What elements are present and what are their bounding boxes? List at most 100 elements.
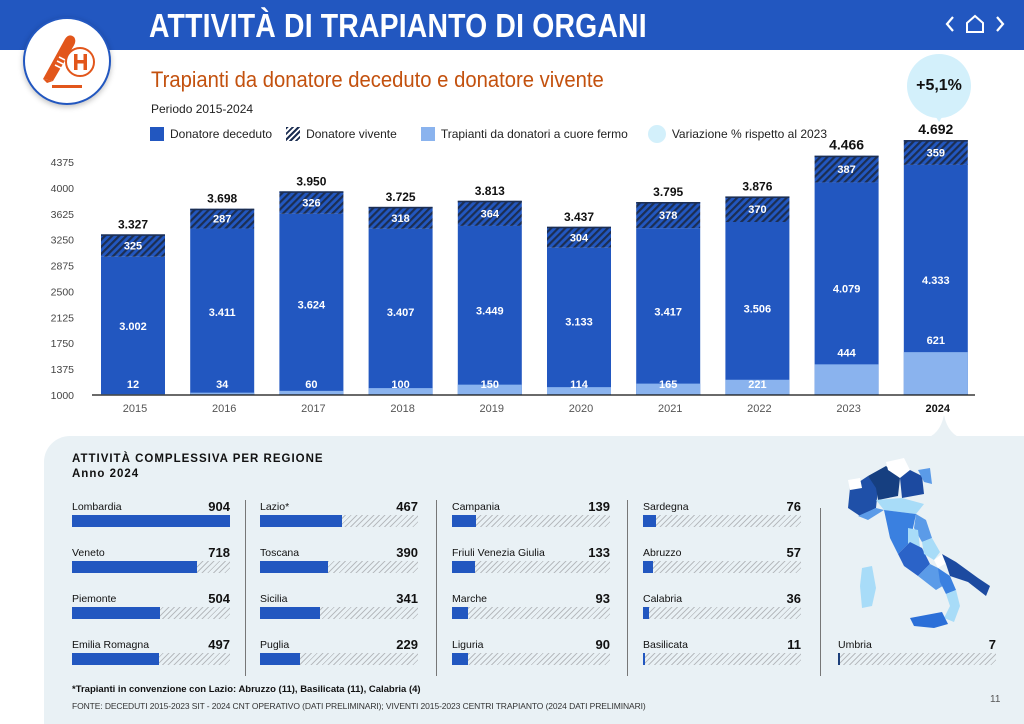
chart-legend: Donatore deceduto Donatore vivente Trapi…	[150, 125, 841, 143]
bar-living	[725, 196, 790, 222]
map-region-lombardia	[868, 466, 900, 500]
living-label: 359	[927, 148, 945, 160]
region-bar-fill	[260, 515, 342, 527]
y-axis: 1000 1375 1750 2125 2500 2875 3250 3625 4000 4375	[51, 157, 75, 402]
y-tick-label: 4375	[51, 157, 75, 169]
region-value: 76	[786, 499, 801, 514]
bar-living	[101, 234, 165, 257]
region-bar-track	[72, 653, 230, 665]
living-label: 364	[481, 208, 500, 220]
deceased-label: 3.407	[387, 307, 415, 319]
region-value: 7	[988, 637, 996, 652]
deceased-label: 3.411	[209, 307, 236, 319]
x-tick-label: 2015	[123, 403, 147, 415]
bar-dcd	[814, 364, 879, 395]
region-item: Lombardia 904	[72, 499, 230, 531]
bar-living-edge	[279, 191, 344, 193]
bar-dcd	[457, 384, 522, 395]
region-value: 497	[208, 637, 230, 652]
region-value: 90	[595, 637, 610, 652]
region-bar-track	[72, 515, 230, 527]
legend-label: Trapianti da donatori a cuore fermo	[440, 127, 628, 141]
bar-living	[636, 202, 701, 229]
legend-item-living: Donatore vivente	[286, 127, 397, 141]
x-tick-label: 2016	[212, 403, 236, 415]
region-bar-fill	[260, 607, 320, 619]
dcd-label: 150	[481, 379, 499, 391]
region-value: 467	[396, 499, 418, 514]
bar-deceased	[190, 228, 255, 395]
next-page-button[interactable]	[994, 14, 1006, 39]
region-name: Toscana	[260, 547, 300, 559]
map-region-basilicata	[938, 568, 956, 594]
region-item: Basilicata 11	[643, 637, 801, 669]
region-bar-track	[643, 515, 801, 527]
region-bar-fill	[452, 607, 469, 619]
page-number: 11	[990, 694, 1001, 705]
deceased-label: 3.133	[565, 316, 593, 328]
region-bar-fill	[72, 561, 198, 573]
region-item: Liguria 90	[452, 637, 610, 669]
living-label: 318	[391, 213, 409, 225]
region-value: 341	[396, 591, 418, 606]
bar-dcd	[636, 383, 701, 395]
stacked-bar-chart: 1000 1375 1750 2125 2500 2875 3250 3625 4000 4375…	[51, 121, 975, 415]
region-value: 57	[786, 545, 801, 560]
x-tick-label: 2023	[836, 403, 860, 415]
region-item: Lazio* 467	[260, 499, 418, 531]
total-label: 3.795	[653, 185, 683, 199]
dcd-label: 165	[659, 379, 677, 391]
x-tick-label: 2017	[301, 403, 325, 415]
bar-living-edge	[190, 208, 255, 211]
living-label: 387	[837, 164, 855, 176]
region-bar-fill	[72, 607, 161, 619]
region-name: Marche	[452, 593, 488, 605]
region-title: ATTIVITÀ COMPLESSIVA PER REGIONE	[72, 453, 324, 465]
column-divider	[245, 500, 246, 676]
region-item: Emilia Romagna 497	[72, 637, 230, 669]
italy-map	[848, 458, 990, 628]
total-label: 3.698	[207, 192, 237, 206]
prev-page-button[interactable]	[944, 14, 956, 39]
region-name: Lazio*	[260, 501, 290, 513]
deceased-label: 4.079	[833, 284, 861, 296]
region-value: 718	[208, 545, 230, 560]
total-label: 3.813	[475, 184, 505, 198]
region-name: Calabria	[643, 593, 683, 605]
home-icon	[966, 14, 984, 33]
bar-dcd	[547, 387, 611, 395]
region-name: Abruzzo	[643, 547, 682, 559]
y-tick-label: 4000	[51, 183, 75, 195]
column-divider	[820, 508, 821, 676]
legend-swatch-dcd	[420, 127, 435, 141]
period-label: Periodo 2015-2024	[151, 102, 254, 116]
panel-notch	[924, 415, 964, 439]
bar-living	[279, 191, 344, 214]
region-bar-fill	[643, 515, 657, 527]
y-tick-label: 2875	[51, 261, 75, 273]
map-region-liguria	[858, 508, 884, 520]
legend-item-variation: Variazione % rispetto al 2023	[647, 125, 827, 143]
region-bar-track	[643, 607, 801, 619]
home-button[interactable]	[964, 14, 986, 39]
legend-label: Donatore vivente	[306, 127, 397, 141]
bar-deceased	[814, 182, 879, 395]
region-bar-track	[260, 653, 418, 665]
region-value: 229	[396, 637, 418, 652]
bar-dcd	[190, 392, 255, 395]
total-label: 4.692	[918, 121, 953, 137]
bar-dcd	[725, 379, 790, 395]
region-item: Sardegna 76	[643, 499, 801, 531]
total-label: 3.876	[742, 179, 772, 193]
region-name: Piemonte	[72, 593, 117, 605]
chevron-right-icon	[996, 16, 1005, 32]
region-item: Puglia 229	[260, 637, 418, 669]
legend-item-deceased: Donatore deceduto	[150, 127, 272, 141]
bars: 3.327 325 3.002 12 3.698 287 3.411 34 3.950 326 3.…	[101, 121, 968, 395]
region-value: 390	[396, 545, 418, 560]
y-tick-label: 3250	[51, 235, 75, 247]
region-value: 93	[595, 591, 610, 606]
dcd-label: 12	[127, 379, 139, 391]
map-region-sicilia	[910, 612, 948, 628]
legend-label: Donatore deceduto	[170, 127, 273, 141]
